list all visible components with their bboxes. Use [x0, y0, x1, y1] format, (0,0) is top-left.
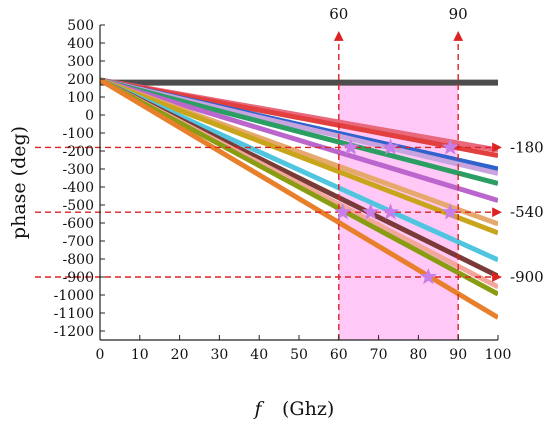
y-tick-label-400: 400	[67, 36, 94, 52]
series-line-7	[100, 77, 498, 203]
y-tick-label--900: -900	[63, 270, 94, 286]
star-marker-3	[441, 138, 459, 155]
y-tick-label-500: 500	[67, 18, 94, 34]
x-tick-label-60: 60	[330, 347, 348, 363]
y-tick-label--300: -300	[63, 162, 94, 178]
y-tick-label-200: 200	[67, 72, 94, 88]
y-tick-label--1100: -1100	[54, 306, 94, 322]
y-tick-label-0: 0	[85, 108, 94, 124]
y-tick-label--100: -100	[63, 126, 94, 142]
x-tick-label-70: 70	[370, 347, 388, 363]
horizontal-marker-label--900: -900	[510, 268, 544, 286]
vertical-marker-label-90: 90	[449, 5, 468, 23]
y-tick-label--1000: -1000	[54, 288, 94, 304]
star-marker-8	[419, 268, 437, 285]
star-marker-5	[362, 203, 380, 220]
x-tick-label-30: 30	[210, 347, 228, 363]
x-tick-label-80: 80	[409, 347, 427, 363]
x-tick-label-90: 90	[449, 347, 467, 363]
series-line-6	[100, 77, 498, 186]
x-tick-label-50: 50	[290, 347, 308, 363]
x-tick-label-10: 10	[131, 347, 149, 363]
horizontal-marker-label--180: -180	[510, 138, 544, 156]
series-group	[100, 77, 498, 320]
x-tick-label-100: 100	[485, 347, 512, 363]
x-tick-label-20: 20	[171, 347, 189, 363]
y-tick-label--500: -500	[63, 198, 94, 214]
star-marker-7	[441, 203, 459, 220]
star-marker-6	[381, 203, 400, 220]
y-tick-label-300: 300	[67, 54, 94, 70]
x-axis-title: f	[252, 398, 264, 420]
vertical-marker-label-60: 60	[329, 5, 348, 23]
y-tick-label--200: -200	[63, 144, 94, 160]
star-marker-4	[334, 203, 352, 220]
star-marker-2	[381, 138, 400, 155]
series-line-13	[100, 77, 498, 297]
series-line-9	[100, 77, 498, 236]
y-tick-label--800: -800	[63, 252, 94, 268]
y-tick-label-100: 100	[67, 90, 94, 106]
x-axis-unit: (Ghz)	[282, 398, 334, 420]
y-tick-label--600: -600	[63, 216, 94, 232]
y-tick-label--1200: -1200	[54, 324, 94, 340]
y-tick-label--400: -400	[63, 180, 94, 196]
star-marker-1	[342, 138, 360, 155]
y-axis-title: phase (deg)	[8, 126, 30, 239]
x-tick-label-0: 0	[96, 347, 105, 363]
y-tick-label--700: -700	[63, 234, 94, 250]
horizontal-marker-label--540: -540	[510, 203, 544, 221]
x-tick-label-40: 40	[250, 347, 268, 363]
